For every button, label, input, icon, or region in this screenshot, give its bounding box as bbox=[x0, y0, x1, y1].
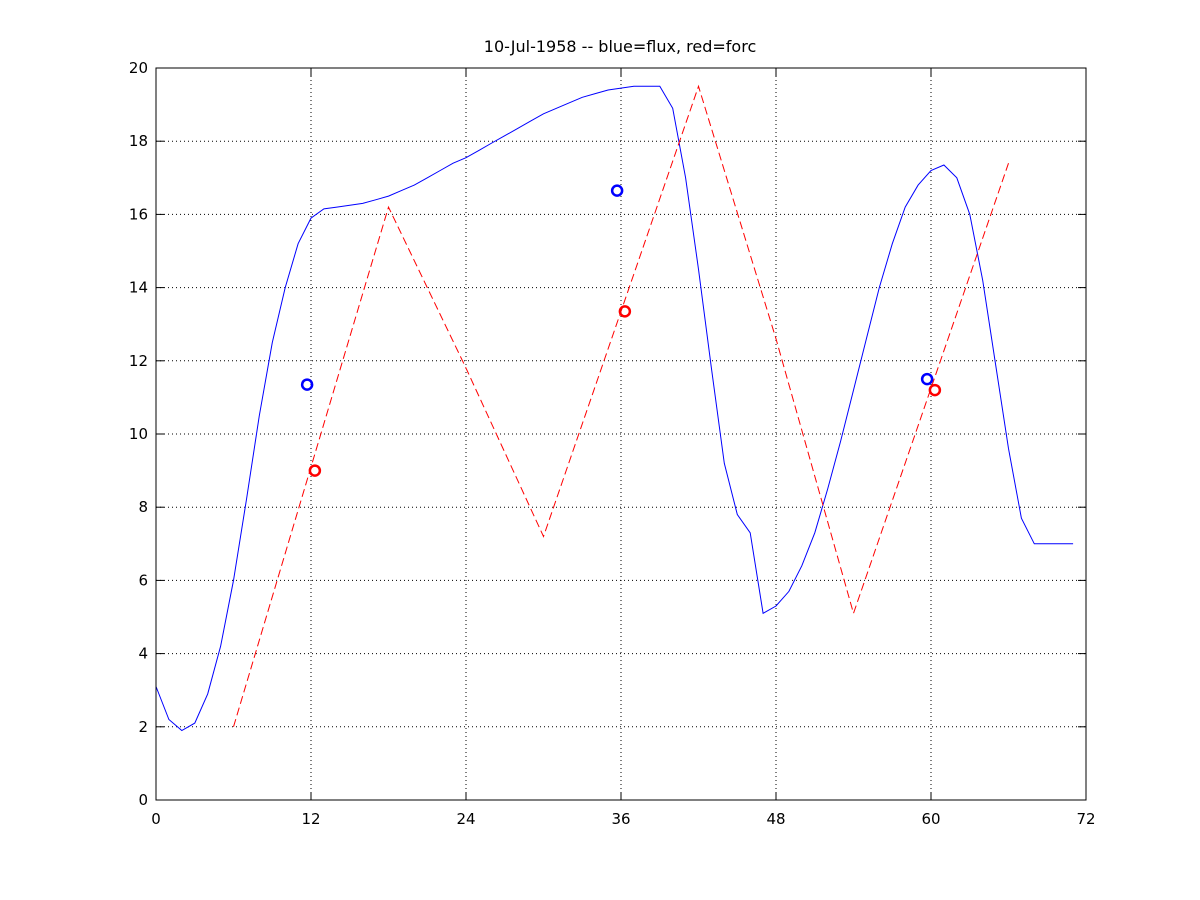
circle-marker bbox=[300, 378, 314, 391]
circle-marker bbox=[920, 372, 934, 386]
x-tick-label: 48 bbox=[766, 810, 785, 828]
circle-marker bbox=[610, 184, 624, 197]
y-tick-label: 2 bbox=[138, 718, 148, 736]
x-tick-label: 24 bbox=[456, 810, 475, 828]
y-tick-label: 4 bbox=[138, 645, 148, 663]
x-tick-label: 60 bbox=[921, 810, 940, 828]
y-tick-label: 12 bbox=[129, 352, 148, 370]
series-line-1 bbox=[233, 84, 1009, 727]
y-tick-label: 0 bbox=[138, 791, 148, 809]
series-layer bbox=[155, 84, 1074, 732]
x-tick-label: 36 bbox=[611, 810, 630, 828]
y-tick-label: 8 bbox=[138, 498, 148, 516]
circle-marker bbox=[618, 305, 632, 318]
x-tick-label: 0 bbox=[151, 810, 161, 828]
circle-marker bbox=[308, 464, 322, 477]
chart-title: 10-Jul-1958 -- blue=flux, red=forc bbox=[484, 37, 756, 56]
circle-marker bbox=[928, 383, 942, 397]
y-tick-label: 14 bbox=[129, 279, 148, 297]
grid-layer bbox=[156, 68, 1086, 800]
y-tick-label: 20 bbox=[129, 59, 148, 77]
x-tick-label: 72 bbox=[1076, 810, 1095, 828]
y-tick-label: 10 bbox=[129, 425, 148, 443]
series-line-0 bbox=[155, 85, 1074, 732]
marker-layer bbox=[300, 184, 942, 477]
y-tick-label: 18 bbox=[129, 132, 148, 150]
x-tick-label: 12 bbox=[301, 810, 320, 828]
y-tick-label: 6 bbox=[138, 571, 148, 589]
y-tick-label: 16 bbox=[129, 205, 148, 223]
